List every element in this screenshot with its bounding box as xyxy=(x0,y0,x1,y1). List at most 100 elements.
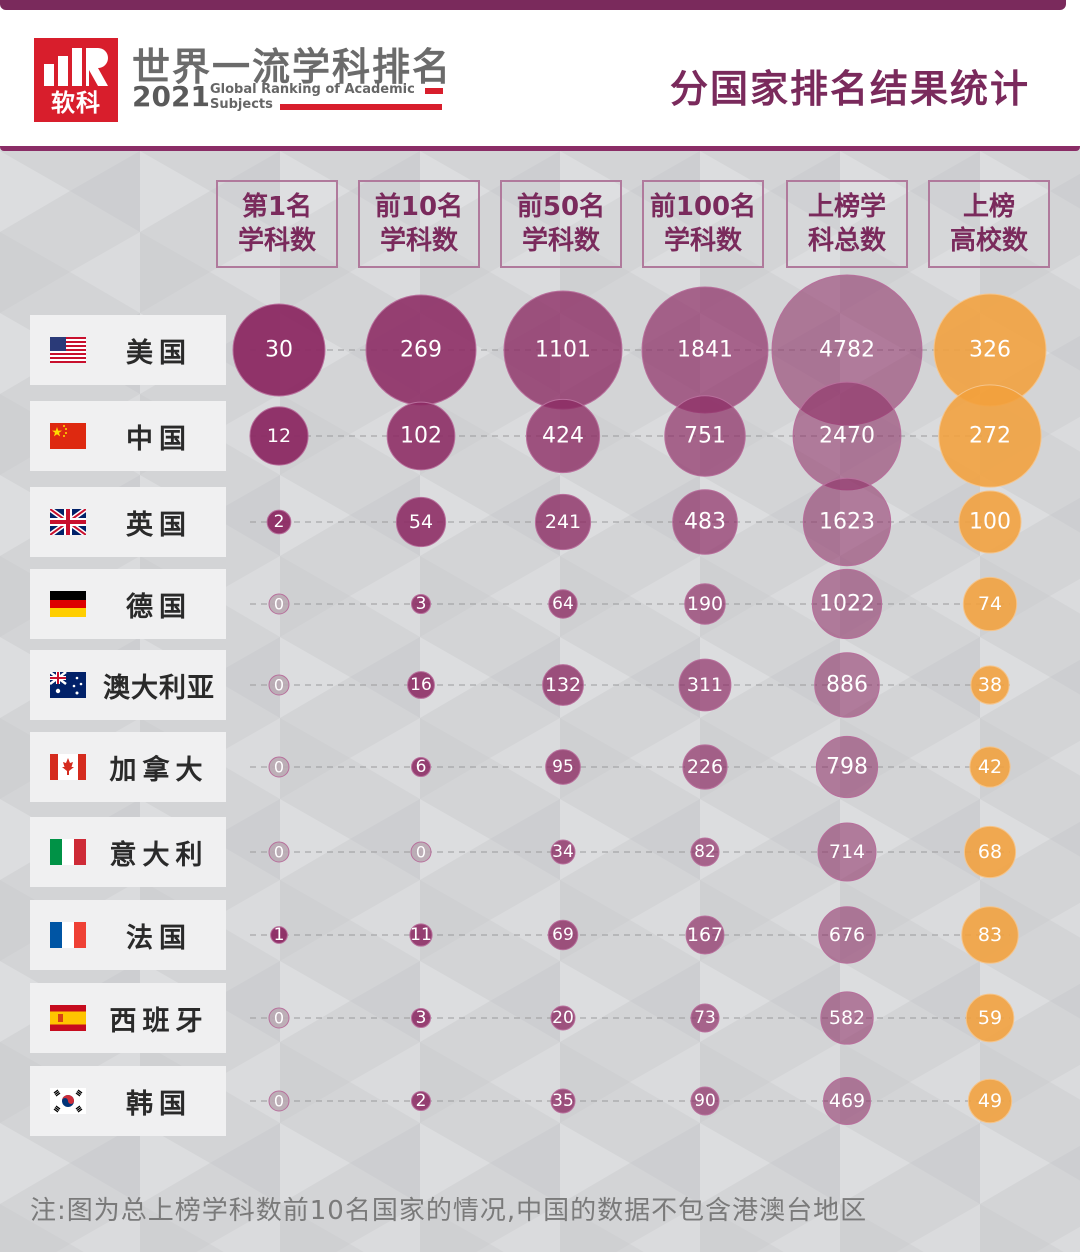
country-name: 德国 xyxy=(126,591,192,623)
data-bubble xyxy=(268,841,290,863)
data-label: 11 xyxy=(410,925,432,945)
data-label: 1623 xyxy=(819,510,875,535)
column-header-line2: 学科数 xyxy=(379,226,458,256)
data-bubble xyxy=(818,906,876,964)
country-name: 澳大利亚 xyxy=(103,672,215,704)
data-bubble xyxy=(672,489,738,555)
data-label: 167 xyxy=(687,924,723,946)
data-label: 95 xyxy=(552,757,574,777)
column-header-top100: 前100名 学科数 xyxy=(642,180,764,268)
data-bubble xyxy=(682,744,728,790)
column-header-top50: 前50名 学科数 xyxy=(500,180,622,268)
data-label: 59 xyxy=(978,1007,1002,1029)
title-en-line1: Global Ranking of Academic xyxy=(210,82,415,97)
title-underline-bar xyxy=(280,104,442,110)
top-bar xyxy=(0,0,1080,12)
data-label: 676 xyxy=(829,924,865,946)
column-header-line1: 第1名 xyxy=(241,192,313,222)
data-bubble xyxy=(268,1090,290,1112)
data-bubble xyxy=(961,906,1019,964)
data-label: 16 xyxy=(410,675,432,695)
data-label: 483 xyxy=(684,510,726,535)
data-label: 49 xyxy=(978,1090,1002,1112)
row-label-cn: 中国 xyxy=(30,401,226,471)
data-bubble xyxy=(820,991,874,1045)
data-bubble xyxy=(965,993,1015,1043)
data-label: 69 xyxy=(552,925,574,945)
data-label: 82 xyxy=(694,842,716,862)
data-label: 42 xyxy=(978,756,1002,778)
data-label: 751 xyxy=(684,424,726,449)
data-label: 3 xyxy=(416,1008,427,1028)
it-flag-icon xyxy=(50,839,86,865)
data-label: 886 xyxy=(826,673,868,698)
data-bubble xyxy=(542,664,584,706)
data-label: 2470 xyxy=(819,424,875,449)
data-label: 0 xyxy=(416,843,426,862)
data-bubble xyxy=(386,401,456,471)
row-label-ca: 加拿大 xyxy=(30,732,226,802)
row-label-it: 意大利 xyxy=(30,817,226,887)
data-bubble xyxy=(678,658,732,712)
report-title: 世界一流学科排名 xyxy=(132,45,453,89)
column-header-line2: 学科数 xyxy=(237,226,316,256)
column-header-line1: 上榜 xyxy=(962,192,1015,222)
data-label: 1841 xyxy=(677,338,733,363)
country-name: 英国 xyxy=(126,509,192,541)
data-bubble xyxy=(811,568,883,640)
data-label: 73 xyxy=(694,1008,716,1028)
data-bubble xyxy=(249,406,309,466)
data-bubble xyxy=(958,490,1022,554)
data-bubble xyxy=(266,509,292,535)
data-bubble xyxy=(938,384,1042,488)
data-label: 100 xyxy=(969,510,1011,535)
data-label: 38 xyxy=(978,674,1002,696)
country-name: 意大利 xyxy=(109,839,209,871)
column-header-top10: 前10名 学科数 xyxy=(358,180,480,268)
data-bubble xyxy=(407,671,435,699)
data-bubble xyxy=(969,746,1011,788)
data-bubble xyxy=(550,1005,576,1031)
data-bubble xyxy=(685,915,725,955)
data-bubble xyxy=(411,1091,431,1111)
row-label-uk: 英国 xyxy=(30,487,226,557)
data-bubble xyxy=(690,1086,720,1116)
row-label-fr: 法国 xyxy=(30,900,226,970)
data-label: 4782 xyxy=(819,338,875,363)
row-label-de: 德国 xyxy=(30,569,226,639)
data-label: 74 xyxy=(978,593,1002,615)
data-bubble xyxy=(395,496,447,548)
data-bubble xyxy=(823,1077,871,1125)
country-name: 加拿大 xyxy=(109,754,209,786)
title-accent-bar xyxy=(425,88,443,94)
header-divider xyxy=(0,146,1080,151)
uk-flag-icon xyxy=(50,509,86,535)
data-label: 0 xyxy=(274,595,284,614)
ca-flag-icon xyxy=(50,754,86,780)
data-label: 6 xyxy=(416,757,427,777)
data-bubble xyxy=(684,583,726,625)
data-bubble xyxy=(815,735,879,799)
column-header-rank1: 第1名 学科数 xyxy=(216,180,338,268)
shanghai-ranking-logo: 软科 xyxy=(34,38,118,122)
data-bubble xyxy=(550,1088,576,1114)
data-label: 714 xyxy=(829,841,865,863)
data-bubble xyxy=(268,756,290,778)
column-header-line1: 前100名 xyxy=(649,192,757,222)
data-label: 1101 xyxy=(535,338,591,363)
row-label-us: 美国 xyxy=(30,315,226,385)
data-label: 311 xyxy=(687,674,723,696)
column-header-line1: 上榜学 xyxy=(807,192,886,222)
data-label: 0 xyxy=(274,1092,284,1111)
footnote: 注:图为总上榜学科数前10名国家的情况,中国的数据不包含港澳台地区 xyxy=(30,1196,868,1226)
data-label: 326 xyxy=(969,338,1011,363)
data-bubble xyxy=(690,1003,720,1033)
data-bubble xyxy=(409,923,433,947)
country-name: 美国 xyxy=(126,337,192,369)
data-bubble xyxy=(802,477,892,567)
data-label: 34 xyxy=(552,842,574,862)
data-label: 64 xyxy=(552,594,574,614)
column-header-line2: 科总数 xyxy=(807,226,886,256)
data-label: 102 xyxy=(400,424,442,449)
data-label: 30 xyxy=(265,338,293,363)
